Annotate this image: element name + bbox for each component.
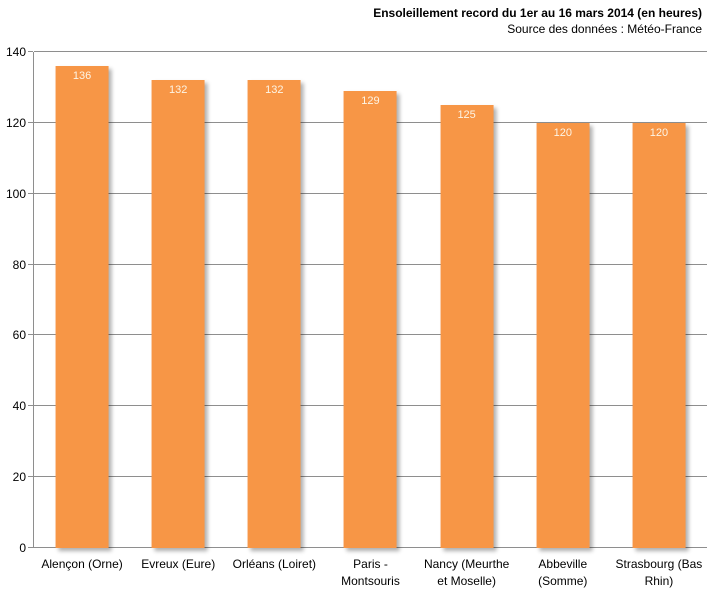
y-tick-label: 80 (12, 257, 26, 272)
bar-value-label: 132 (169, 84, 188, 97)
bar-value-label: 125 (457, 109, 476, 122)
y-tick-label: 20 (12, 470, 26, 485)
bar-slot: 129 (322, 52, 418, 548)
bar: 125 (440, 105, 494, 548)
bar: 136 (55, 66, 109, 548)
bar: 120 (536, 122, 590, 548)
y-tick-mark (28, 263, 33, 265)
x-axis-label: Evreux (Eure) (141, 557, 216, 571)
y-tick-label: 140 (5, 45, 26, 59)
bar: 132 (247, 80, 301, 548)
y-tick-mark (28, 405, 33, 407)
y-tick-mark (28, 121, 33, 123)
y-tick-mark (28, 192, 33, 194)
chart-header: Ensoleillement record du 1er au 16 mars … (373, 5, 702, 37)
bar-value-label: 120 (649, 126, 669, 139)
bar: 129 (344, 90, 397, 548)
y-tick-label: 120 (5, 115, 26, 130)
bars-layer: 136 132 132 129 125 120 120 (34, 52, 707, 548)
y-tick-mark (28, 547, 33, 548)
x-axis-label: Orléans (Loiret) (232, 557, 317, 571)
y-tick-label: 60 (12, 328, 26, 343)
y-tick-mark (28, 51, 33, 52)
y-tick-label: 40 (12, 399, 26, 414)
bar-slot: 125 (419, 52, 515, 548)
bar-value-label: 129 (361, 94, 380, 107)
chart-title: Ensoleillement record du 1er au 16 mars … (373, 6, 702, 20)
x-axis-label: Alençon (Orne) (41, 557, 123, 571)
x-axis-labels: Alençon (Orne) Evreux (Eure) Orléans (Loir… (34, 556, 707, 590)
bar: 132 (151, 80, 205, 548)
bar-value-label: 132 (265, 84, 284, 97)
y-tick-label: 0 (19, 541, 26, 555)
y-tick-label: 100 (5, 186, 26, 201)
bar-slot: 132 (226, 52, 322, 548)
bar-value-label: 120 (553, 126, 572, 139)
x-axis-label: Strasbourg (Bas Rhin) (615, 557, 703, 588)
plot-area: 136 132 132 129 125 120 120 (28, 51, 707, 548)
x-axis-label: Paris - Montsouris (341, 557, 400, 588)
x-axis-label: Abbeville (Somme) (538, 557, 588, 588)
bar-slot: 120 (611, 52, 707, 548)
x-axis-label: Nancy (Meurthe et Moselle) (423, 557, 510, 588)
bar-slot: 132 (130, 52, 226, 548)
bar: 120 (632, 122, 686, 548)
bar-slot: 136 (34, 52, 130, 548)
gridline (34, 51, 707, 52)
bar-value-label: 136 (72, 70, 92, 83)
y-axis-labels: 0 20 40 60 80 100 120 140 (0, 45, 26, 555)
y-tick-mark (28, 334, 33, 336)
y-axis-line (33, 52, 34, 548)
y-tick-mark (28, 476, 33, 478)
chart-source: Source des données : Météo-France (507, 22, 702, 36)
bar-slot: 120 (515, 52, 611, 548)
